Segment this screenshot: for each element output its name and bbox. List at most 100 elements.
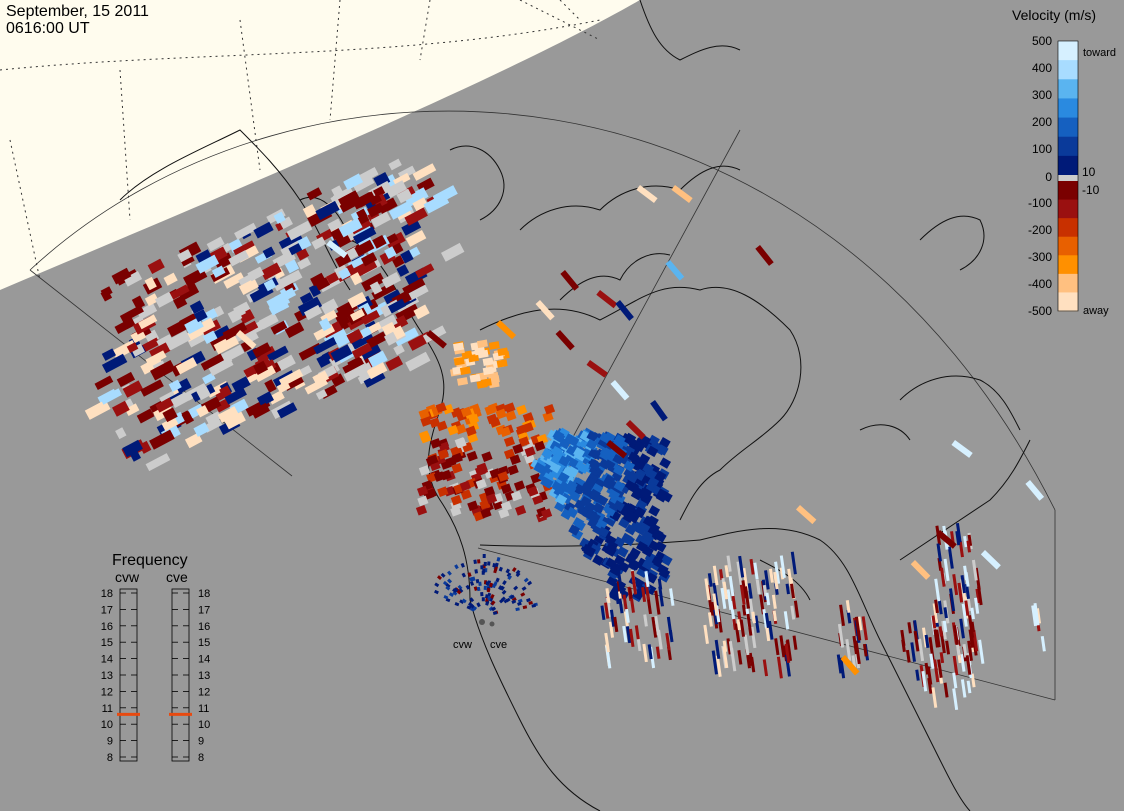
scan-cell — [352, 226, 377, 245]
scan-cell — [967, 640, 973, 661]
scan-cell — [659, 457, 672, 469]
velocity-tick-label: 10 — [1082, 165, 1096, 179]
scan-cell — [586, 430, 599, 443]
scan-cell — [654, 615, 660, 636]
scan-cell — [423, 193, 450, 214]
scan-cell — [837, 623, 845, 648]
scan-cell — [779, 635, 786, 658]
scan-cell — [1040, 635, 1046, 652]
scan-cell — [648, 505, 661, 517]
scan-cell — [967, 534, 973, 546]
scan-cell — [599, 432, 611, 444]
scan-cell — [186, 331, 207, 348]
scan-cell — [222, 321, 248, 341]
scan-cell — [610, 380, 630, 401]
scan-cell — [665, 259, 685, 281]
scan-cell — [613, 582, 620, 605]
frequency-tick-label: 15 — [198, 637, 210, 649]
scan-cell — [488, 341, 500, 350]
scan-cell — [613, 616, 619, 633]
frequency-tick-label: 8 — [198, 752, 204, 764]
scan-cell — [402, 277, 426, 295]
scan-cell — [388, 200, 413, 220]
scan-cell — [415, 504, 428, 516]
scan-cell — [476, 339, 489, 349]
scan-cell — [915, 669, 920, 681]
scan-cell — [169, 284, 190, 300]
scan-cell — [630, 598, 635, 613]
frequency-marker-cve — [169, 712, 192, 716]
scan-cell — [515, 505, 527, 516]
scan-cell — [1025, 480, 1045, 501]
scan-cell — [741, 604, 747, 616]
scan-cell — [447, 570, 452, 576]
scan-cell — [720, 587, 727, 609]
colorbar-segment-toward — [1058, 117, 1078, 138]
velocity-tick-label: 200 — [1032, 115, 1052, 129]
scan-cell — [116, 371, 136, 388]
colorbar-segment-ground-scatter — [1058, 175, 1078, 181]
frequency-tick-label: 10 — [101, 719, 113, 731]
scan-cell — [772, 610, 778, 622]
scan-cell — [566, 456, 579, 469]
scan-cell — [521, 586, 527, 591]
scan-cell — [974, 597, 980, 614]
scan-cell — [517, 598, 523, 604]
scan-cell — [722, 640, 728, 653]
scan-cell — [746, 613, 753, 636]
scan-cell — [704, 578, 711, 601]
scan-cell — [219, 385, 232, 398]
scan-cell — [181, 411, 195, 425]
scan-cell — [565, 480, 578, 492]
scan-cell — [608, 621, 615, 638]
scan-cell — [755, 579, 761, 595]
scan-cell — [790, 605, 796, 620]
scan-cell — [627, 482, 640, 494]
scan-cell — [771, 594, 777, 609]
scan-cell — [353, 258, 378, 278]
velocity-tick-label: 400 — [1032, 61, 1052, 75]
scan-cell — [279, 269, 303, 288]
scan-cell — [334, 252, 352, 268]
scan-cell — [361, 272, 385, 292]
colorbar-segment-away — [1058, 199, 1078, 219]
scan-cell — [558, 455, 571, 467]
scan-cell — [595, 518, 608, 531]
scan-cell — [644, 582, 650, 600]
scan-cell — [413, 304, 430, 320]
time-label: 0616:00 UT — [6, 20, 90, 37]
scan-cell — [714, 639, 721, 660]
scan-cell — [613, 464, 625, 476]
scan-cell — [617, 571, 624, 594]
scan-cell — [625, 419, 646, 440]
scan-cell — [604, 534, 617, 547]
scan-cell — [790, 551, 797, 575]
scan-cell — [420, 416, 432, 427]
frequency-tick-label: 17 — [101, 604, 113, 616]
scan-cell — [354, 191, 374, 208]
scan-cell — [613, 480, 626, 492]
toward-label: toward — [1083, 47, 1116, 59]
radar-site-markers: cvw cve — [453, 619, 507, 651]
scan-cell — [718, 569, 724, 581]
scan-cell — [938, 626, 943, 637]
scan-cell — [851, 655, 857, 671]
scan-cell — [94, 375, 114, 390]
scan-cell — [461, 598, 467, 604]
scan-cell — [645, 468, 658, 480]
scan-cell — [350, 272, 363, 286]
scan-cell — [616, 546, 629, 558]
scan-cell — [964, 600, 970, 616]
scan-cell — [552, 481, 565, 493]
scan-cell — [506, 572, 512, 578]
scan-cell — [482, 554, 486, 559]
scan-cell — [492, 563, 497, 568]
velocity-legend-title: Velocity (m/s) — [1012, 7, 1096, 23]
scan-cell — [440, 572, 446, 578]
radar-site-cve — [489, 621, 495, 627]
scan-cell — [579, 495, 592, 508]
scan-cell — [156, 334, 173, 348]
velocity-tick-label: -200 — [1028, 223, 1052, 237]
scan-cell — [360, 326, 372, 338]
scan-cell — [743, 634, 750, 656]
